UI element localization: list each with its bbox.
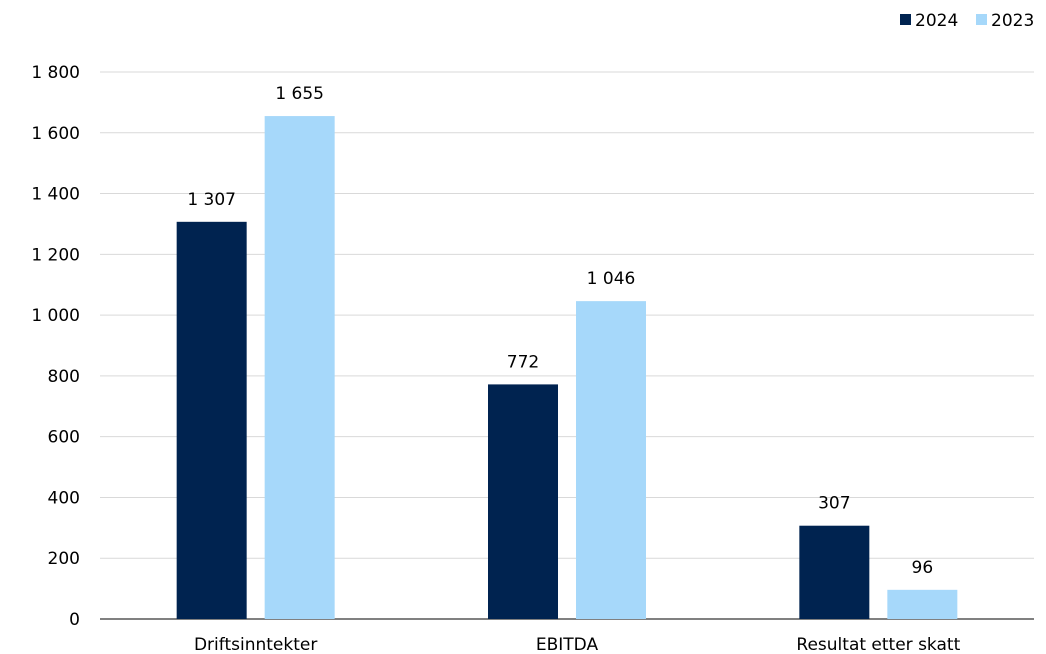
y-tick-label: 0 <box>69 610 80 630</box>
legend-label: 2024 <box>915 11 958 31</box>
bar-2023 <box>264 116 335 619</box>
y-tick-label: 1 800 <box>31 63 80 83</box>
bar-2024 <box>799 525 870 619</box>
y-tick-label: 1 600 <box>31 124 80 144</box>
data-label: 1 655 <box>275 84 324 104</box>
y-tick-label: 1 000 <box>31 306 80 326</box>
data-label: 1 307 <box>187 190 236 210</box>
x-category-label: EBITDA <box>536 635 599 654</box>
y-tick-label: 1 200 <box>31 245 80 265</box>
y-tick-label: 800 <box>48 367 80 387</box>
data-label: 1 046 <box>587 269 636 289</box>
bar-2024 <box>176 221 247 620</box>
bar-2024 <box>488 384 558 619</box>
legend-label: 2023 <box>991 11 1034 31</box>
data-label: 772 <box>507 352 539 372</box>
x-category-label: Driftsinntekter <box>194 635 317 654</box>
y-tick-label: 600 <box>48 428 80 448</box>
x-category-label: Resultat etter skatt <box>796 635 960 654</box>
y-tick-label: 1 400 <box>31 185 80 205</box>
y-tick-label: 400 <box>48 488 80 508</box>
y-tick-label: 200 <box>48 549 80 569</box>
bar-2023 <box>887 589 958 619</box>
bar-2023 <box>576 301 646 619</box>
legend-swatch <box>976 14 987 25</box>
data-label: 307 <box>818 494 850 514</box>
legend-swatch <box>900 14 911 25</box>
data-label: 96 <box>912 558 934 578</box>
